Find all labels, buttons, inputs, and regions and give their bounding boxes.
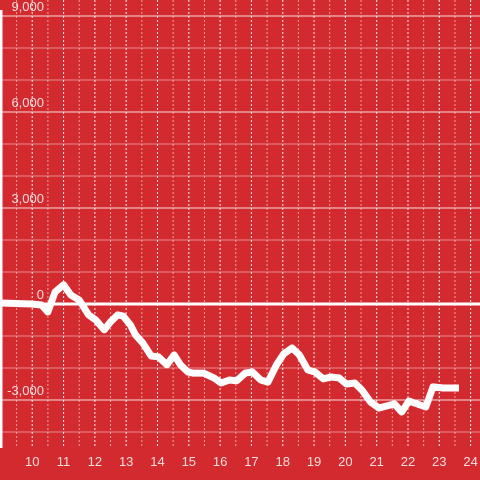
y-tick-label: 6,000 <box>11 95 44 110</box>
x-tick-label: 10 <box>25 454 39 469</box>
x-tick-label: 14 <box>150 454 164 469</box>
x-tick-label: 15 <box>182 454 196 469</box>
line <box>0 281 459 416</box>
x-tick-label: 11 <box>57 454 71 469</box>
x-tick-label: 24 <box>463 454 477 469</box>
x-tick-label: 17 <box>244 454 258 469</box>
y-tick-label: 0 <box>37 287 44 302</box>
y-tick-label: 3,000 <box>11 191 44 206</box>
x-tick-label: 16 <box>213 454 227 469</box>
x-tick-label: 20 <box>338 454 352 469</box>
y-tick-label: -3,000 <box>7 383 44 398</box>
x-tick-label: 12 <box>88 454 102 469</box>
x-tick-label: 23 <box>432 454 446 469</box>
x-tick-label: 21 <box>369 454 383 469</box>
x-tick-label: 13 <box>119 454 133 469</box>
y-tick-label: 9,000 <box>11 0 44 14</box>
x-tick-label: 18 <box>276 454 290 469</box>
x-tick-label: 22 <box>401 454 415 469</box>
x-tick-label: 19 <box>307 454 321 469</box>
